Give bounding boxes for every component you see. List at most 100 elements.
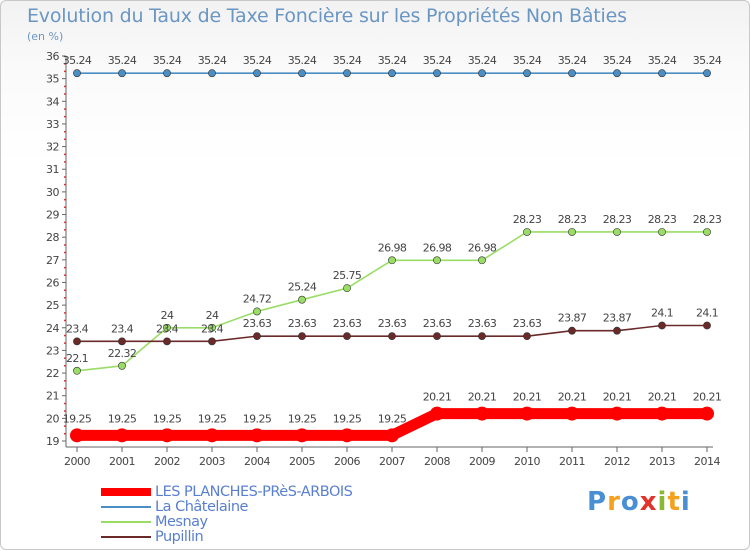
- y-minor-tick: [64, 161, 66, 163]
- data-point: [343, 69, 351, 78]
- y-minor-tick: [64, 183, 66, 186]
- data-label: 25.24: [288, 281, 317, 294]
- legend-swatch-mesnay: [101, 521, 151, 523]
- y-tick-label: 27: [46, 254, 59, 267]
- data-point: [565, 406, 579, 421]
- y-tick-label: 24: [46, 322, 59, 335]
- data-label: 35.24: [243, 54, 272, 67]
- data-label: 19.25: [153, 412, 182, 425]
- y-minor-tick: [64, 425, 66, 427]
- data-label: 20.21: [603, 391, 632, 404]
- logo-letter: P: [587, 487, 608, 517]
- data-label: 26.98: [423, 241, 452, 254]
- x-tick-label: 2009: [469, 455, 495, 468]
- data-label: 23.4: [66, 322, 89, 335]
- data-point: [610, 406, 624, 421]
- data-label: 35.24: [198, 54, 227, 67]
- logo-letter: x: [639, 487, 658, 517]
- data-label: 28.23: [558, 213, 587, 226]
- data-label: 23.63: [423, 317, 452, 330]
- legend-swatch-planches: [101, 488, 151, 496]
- data-label: 19.25: [63, 412, 92, 425]
- data-point: [343, 332, 351, 341]
- data-label: 23.4: [156, 322, 179, 335]
- chart-unit-label: (en %): [27, 30, 64, 43]
- data-label: 19.25: [108, 412, 137, 425]
- y-minor-tick: [64, 410, 66, 412]
- data-label: 24.72: [243, 292, 272, 305]
- data-label: 22.1: [66, 352, 88, 365]
- data-point: [658, 321, 666, 330]
- data-point: [658, 228, 666, 236]
- data-label: 23.63: [468, 317, 497, 330]
- data-label: 20.21: [648, 391, 677, 404]
- y-tick-label: 21: [46, 390, 59, 403]
- y-minor-tick: [64, 342, 66, 344]
- chart-title: Evolution du Taux de Taxe Foncière sur l…: [27, 5, 627, 27]
- data-label: 20.21: [558, 391, 587, 404]
- data-point: [118, 337, 126, 346]
- data-point: [700, 406, 714, 421]
- y-tick-label: 29: [46, 209, 59, 222]
- axes: 19 20 21 22 23 24 25 26 27 28 29 30 31 32 33 34 35 36 2000…: [46, 50, 721, 468]
- legend-label: Mesnay: [155, 514, 208, 530]
- data-label: 35.24: [603, 54, 632, 67]
- x-tick-label: 2002: [154, 455, 180, 468]
- x-tick-label: 2004: [244, 455, 270, 468]
- data-point: [478, 69, 486, 78]
- y-minor-tick: [64, 70, 66, 73]
- y-minor-tick: [64, 402, 66, 405]
- data-point: [388, 332, 396, 341]
- logo-letter: o: [620, 487, 640, 517]
- data-point: [295, 428, 309, 443]
- data-point: [298, 295, 306, 304]
- data-label: 20.21: [513, 391, 542, 404]
- data-label: 23.63: [378, 317, 407, 330]
- data-point: [613, 326, 621, 335]
- y-tick-label: 34: [46, 95, 59, 108]
- y-minor-tick: [64, 380, 66, 382]
- y-minor-tick: [64, 153, 66, 156]
- data-point: [433, 256, 441, 265]
- data-point: [115, 428, 129, 443]
- data-point: [613, 228, 621, 236]
- x-tick-label: 2000: [64, 455, 90, 468]
- y-minor-tick: [64, 297, 66, 299]
- data-label: 35.24: [63, 54, 92, 67]
- y-minor-tick: [64, 266, 66, 269]
- data-label: 23.4: [201, 322, 224, 335]
- data-label: 20.21: [423, 391, 452, 404]
- data-label: 24.1: [651, 307, 673, 320]
- proxiti-logo: Proxiti: [587, 487, 691, 517]
- data-point: [163, 323, 171, 332]
- x-tick-label: 2003: [199, 455, 225, 468]
- legend-label: La Châtelaine: [155, 499, 248, 515]
- data-point: [523, 228, 531, 236]
- y-minor-tick: [64, 198, 66, 201]
- y-tick-label: 35: [46, 73, 59, 86]
- y-minor-tick: [64, 229, 66, 231]
- y-minor-tick: [64, 334, 66, 337]
- y-minor-tick: [64, 289, 66, 292]
- data-point: [703, 228, 711, 236]
- y-minor-tick: [64, 138, 66, 141]
- legend-swatch-chatelaine: [101, 506, 151, 508]
- data-label: 26.98: [378, 241, 407, 254]
- data-label: 19.25: [333, 412, 362, 425]
- logo-letter: i: [657, 487, 668, 517]
- legend-swatch-pupillin: [101, 536, 151, 538]
- x-tick-label: 2011: [559, 455, 585, 468]
- data-point: [73, 69, 81, 78]
- data-label: 19.25: [198, 412, 227, 425]
- data-label: 19.25: [243, 412, 272, 425]
- x-tick-label: 2007: [379, 455, 405, 468]
- data-point: [568, 69, 576, 78]
- data-label: 24: [161, 309, 174, 322]
- data-label: 35.24: [558, 54, 587, 67]
- y-minor-tick: [64, 176, 66, 178]
- y-tick-label: 33: [46, 118, 59, 131]
- x-tick-label: 2008: [424, 455, 450, 468]
- data-point: [163, 337, 171, 346]
